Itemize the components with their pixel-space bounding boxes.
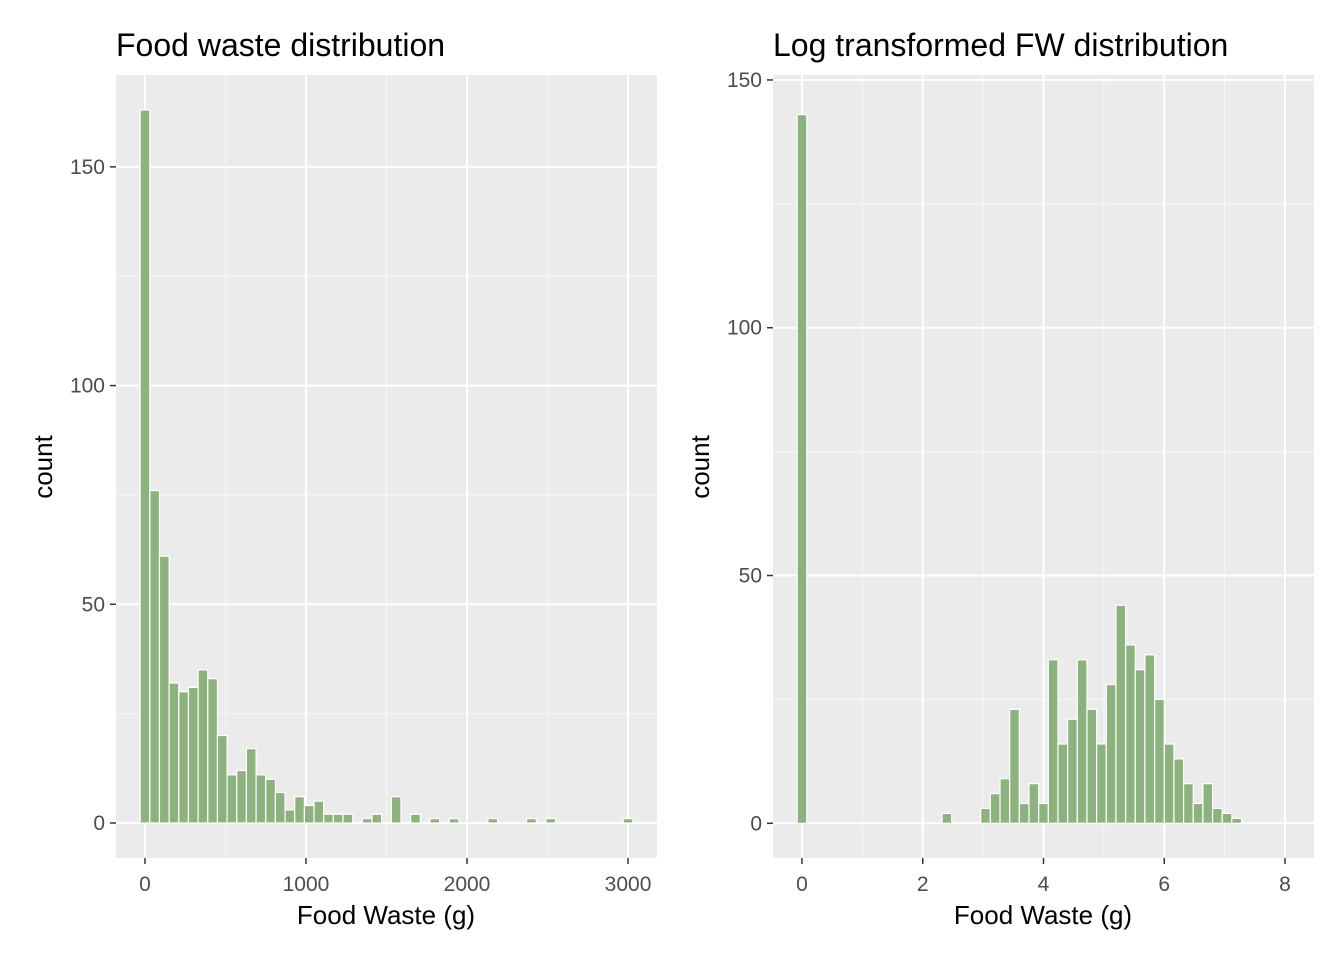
y-tick-label: 0 xyxy=(93,812,105,835)
y-tick-label: 0 xyxy=(750,812,762,835)
x-tick-label: 6 xyxy=(1158,873,1170,896)
histogram-bar xyxy=(410,813,421,824)
histogram-bar xyxy=(1134,669,1146,824)
histogram-bar xyxy=(158,555,170,824)
histogram-bar xyxy=(1086,708,1098,824)
histogram-bar xyxy=(1173,758,1185,824)
histogram-bar xyxy=(429,818,441,824)
x-axis: 0 1000 2000 3000 xyxy=(139,858,651,896)
histogram-bar xyxy=(274,791,286,824)
histogram-bar xyxy=(487,818,499,824)
histogram-bar xyxy=(139,109,151,824)
y-axis: 0 50 100 150 xyxy=(727,69,773,835)
histogram-bar xyxy=(149,489,161,824)
y-tick-label: 150 xyxy=(727,69,762,92)
histogram-bar xyxy=(226,774,238,824)
histogram-bar xyxy=(941,812,953,824)
chart-title: Log transformed FW distribution xyxy=(773,27,1228,63)
histogram-bar xyxy=(1125,644,1136,824)
histogram-bar xyxy=(1202,783,1214,824)
histogram-bar xyxy=(245,748,257,824)
x-tick-label: 0 xyxy=(139,873,151,896)
histogram-bar xyxy=(1096,743,1107,824)
histogram-bar xyxy=(216,734,228,824)
x-tick-label: 1000 xyxy=(283,873,330,896)
histogram-bar xyxy=(1231,817,1243,824)
histogram-bar xyxy=(525,818,537,824)
bars xyxy=(139,109,634,824)
histogram-bar xyxy=(980,807,991,824)
x-tick-label: 0 xyxy=(796,873,808,896)
histogram-bar xyxy=(1009,708,1020,824)
histogram-bar xyxy=(323,813,334,824)
histogram-bar xyxy=(796,114,808,824)
x-tick-label: 2 xyxy=(917,873,929,896)
y-tick-label: 150 xyxy=(70,156,105,179)
x-tick-label: 4 xyxy=(1038,873,1050,896)
y-axis-label: count xyxy=(685,434,715,498)
histogram-bar xyxy=(1182,783,1194,824)
x-axis-label: Food Waste (g) xyxy=(954,900,1132,930)
chart-log-food-waste: Log transformed FW distribution 0 50 100… xyxy=(685,27,1314,930)
histogram-bar xyxy=(1105,683,1117,824)
histogram-bar xyxy=(1047,659,1059,824)
histogram-bar xyxy=(284,809,296,824)
histogram-bar xyxy=(1144,654,1156,824)
histogram-bar xyxy=(313,800,325,824)
x-tick-label: 2000 xyxy=(444,873,491,896)
histogram-bar xyxy=(342,813,354,824)
y-tick-label: 100 xyxy=(727,317,762,340)
histogram-bar xyxy=(236,769,248,824)
x-tick-label: 8 xyxy=(1279,873,1291,896)
histogram-bar xyxy=(1163,743,1175,824)
histogram-bar xyxy=(1192,802,1204,824)
y-tick-label: 50 xyxy=(739,565,762,588)
histogram-bar xyxy=(1038,802,1049,824)
chart-food-waste: Food waste distribution 0 50 100 150 0 1… xyxy=(28,27,657,930)
y-tick-label: 50 xyxy=(82,593,105,616)
histogram-bar xyxy=(255,774,267,824)
histogram-bar xyxy=(265,778,277,824)
y-axis: 0 50 100 150 xyxy=(70,156,116,835)
histogram-bar xyxy=(1153,698,1165,824)
histogram-bar xyxy=(390,796,402,824)
histogram-bar xyxy=(1221,812,1233,824)
histogram-bar xyxy=(178,691,190,824)
y-axis-label: count xyxy=(28,434,58,498)
x-tick-label: 3000 xyxy=(605,873,652,896)
histogram-bar xyxy=(294,796,305,824)
histogram-bar xyxy=(1211,807,1223,824)
histogram-bar xyxy=(1067,718,1078,824)
histogram-bar xyxy=(303,804,315,824)
histogram-bar xyxy=(187,686,199,824)
histogram-bar xyxy=(371,813,383,824)
histogram-bar xyxy=(1115,604,1127,824)
histogram-bar xyxy=(1028,783,1040,824)
y-tick-label: 100 xyxy=(70,375,105,398)
bars xyxy=(796,114,1243,824)
x-axis-label: Food Waste (g) xyxy=(297,900,475,930)
histogram-bar xyxy=(168,682,180,824)
x-axis: 0 2 4 6 8 xyxy=(796,858,1291,896)
histogram-bar xyxy=(622,818,634,824)
histogram-bar xyxy=(1018,802,1030,824)
histogram-bar xyxy=(545,818,557,824)
histogram-bar xyxy=(1076,659,1088,824)
histogram-bar xyxy=(207,678,219,824)
histogram-bar xyxy=(999,778,1011,824)
histogram-bar xyxy=(197,669,209,824)
histogram-bar xyxy=(989,792,1001,824)
histogram-bar xyxy=(361,818,373,824)
histogram-bar xyxy=(448,818,460,824)
chart-title: Food waste distribution xyxy=(116,27,445,63)
histogram-bar xyxy=(1057,743,1069,824)
histogram-bar xyxy=(332,813,344,824)
